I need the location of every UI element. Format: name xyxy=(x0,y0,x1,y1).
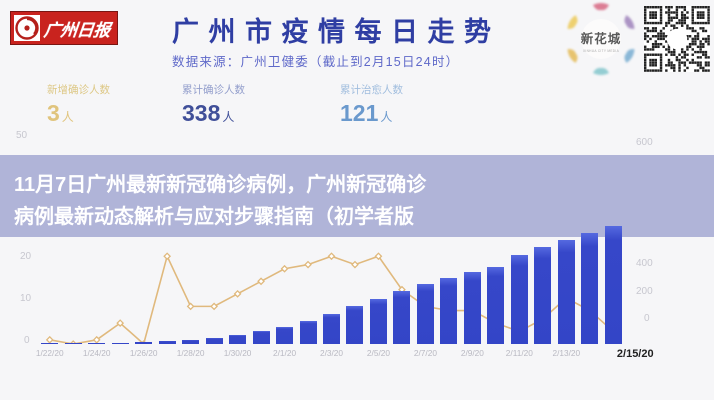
svg-text:XINHUA CITY MEDIA: XINHUA CITY MEDIA xyxy=(583,49,620,53)
svg-text:新花城: 新花城 xyxy=(581,31,622,46)
